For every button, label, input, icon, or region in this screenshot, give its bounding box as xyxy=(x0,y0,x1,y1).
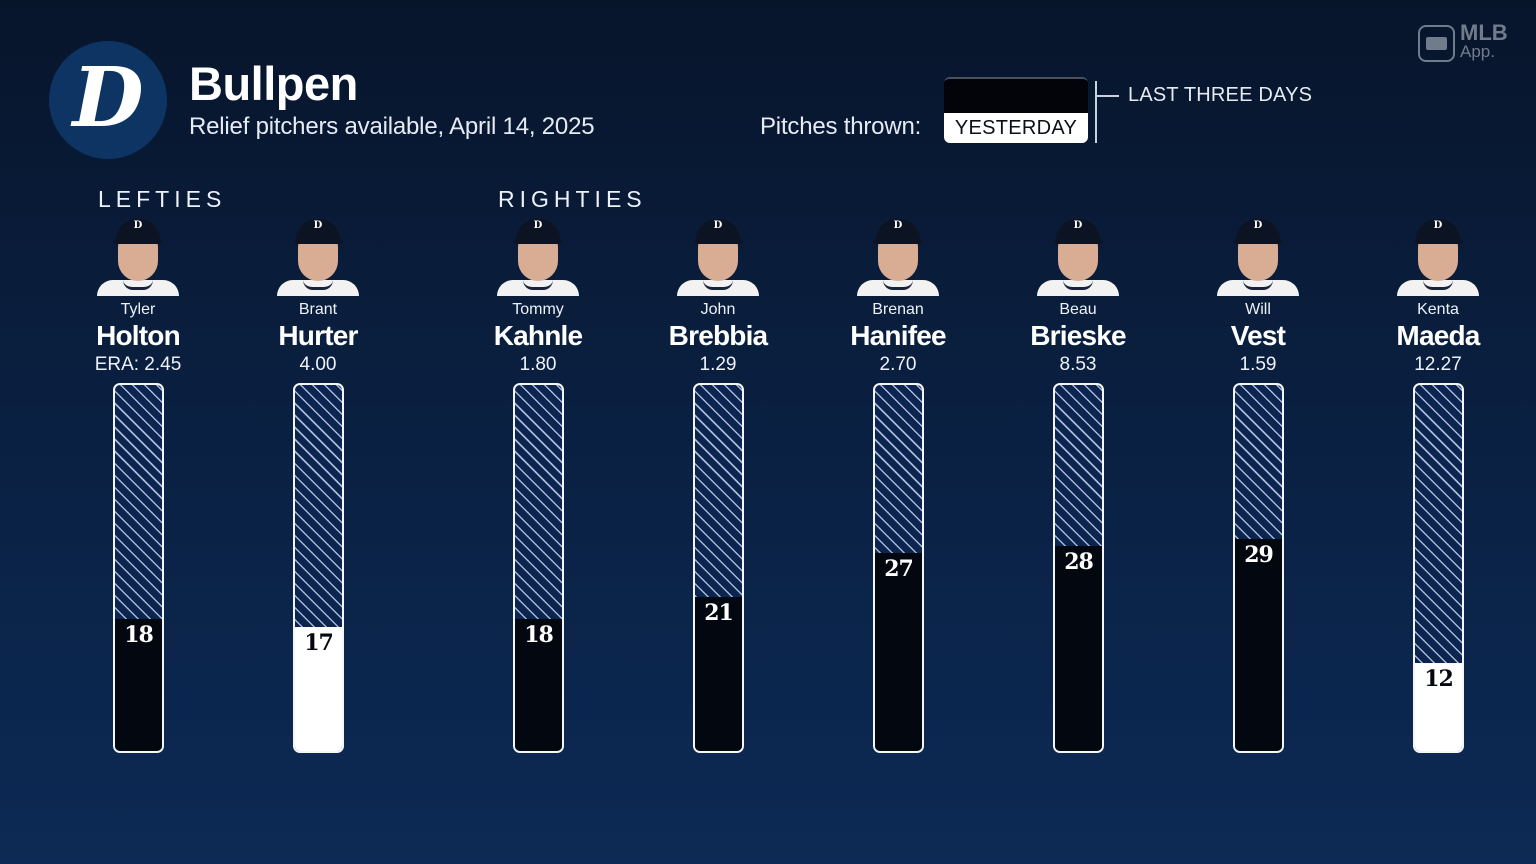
mlb-wordmark: MLB xyxy=(1460,20,1508,45)
mlb-app-logo: MLB App. xyxy=(1418,20,1518,65)
player-first-name: Brenan xyxy=(872,301,924,318)
pitch-count-bar: 12 xyxy=(1413,383,1464,753)
player-headshot: D xyxy=(857,215,939,296)
player-era: ERA: 2.45 xyxy=(94,354,182,375)
player-era: 2.70 xyxy=(879,354,917,375)
legend-last-three-days: LAST THREE DAYS xyxy=(1128,84,1313,106)
player-card: D Beau Brieske 8.53 xyxy=(998,215,1158,374)
pitch-count-value: 28 xyxy=(1064,549,1094,575)
pitch-count-fill: 12 xyxy=(1415,663,1462,751)
pitch-count-value: 27 xyxy=(884,556,914,582)
player-headshot: D xyxy=(1037,215,1119,296)
player-last-name: Maeda xyxy=(1396,320,1480,351)
player-era: 1.80 xyxy=(519,354,557,375)
player-era: 8.53 xyxy=(1059,354,1097,375)
pitch-count-value: 12 xyxy=(1424,666,1454,692)
pitch-count-bar: 29 xyxy=(1233,383,1284,753)
player-headshot: D xyxy=(277,215,359,296)
legend-label: Pitches thrown: xyxy=(760,113,922,140)
app-wordmark: App. xyxy=(1460,42,1495,61)
mlb-batter-icon xyxy=(1418,25,1455,62)
player-card: D John Brebbia 1.29 xyxy=(638,215,798,374)
player-era: 1.59 xyxy=(1239,354,1277,375)
player-last-name: Brebbia xyxy=(668,320,768,351)
player-era: 4.00 xyxy=(299,354,337,375)
legend-swatch: YESTERDAY xyxy=(944,77,1088,143)
player-first-name: Kenta xyxy=(1417,301,1459,318)
pitch-count-fill: 18 xyxy=(515,619,562,751)
pitch-count-value: 18 xyxy=(524,622,554,648)
player-last-name: Hanifee xyxy=(850,320,946,351)
pitch-count-fill: 21 xyxy=(695,597,742,751)
team-logo: D xyxy=(49,41,167,159)
player-headshot: D xyxy=(677,215,759,296)
pitch-count-bar: 17 xyxy=(293,383,344,753)
pitch-count-fill: 18 xyxy=(115,619,162,751)
player-last-name: Kahnle xyxy=(493,320,583,351)
legend-swatch-last-three-days xyxy=(944,79,1088,113)
pitch-count-value: 21 xyxy=(704,600,734,626)
player-first-name: Will xyxy=(1245,301,1271,318)
player-last-name: Brieske xyxy=(1030,320,1126,351)
player-era: 1.29 xyxy=(699,354,737,375)
legend-bracket xyxy=(1095,81,1097,143)
player-card: D Brenan Hanifee 2.70 xyxy=(818,215,978,374)
pitch-count-fill: 27 xyxy=(875,553,922,751)
player-first-name: John xyxy=(700,301,736,318)
page-subtitle: Relief pitchers available, April 14, 202… xyxy=(189,113,595,140)
player-card: D Tyler Holton ERA: 2.45 xyxy=(58,215,218,374)
pitch-count-bar: 18 xyxy=(113,383,164,753)
section-lefties: LEFTIES xyxy=(98,186,227,212)
pitch-count-fill: 28 xyxy=(1055,546,1102,751)
player-headshot: D xyxy=(497,215,579,296)
pitch-count-bar: 21 xyxy=(693,383,744,753)
player-headshot: D xyxy=(1397,215,1479,296)
player-card: D Brant Hurter 4.00 xyxy=(238,215,398,374)
player-era: 12.27 xyxy=(1414,354,1462,375)
legend-bracket-tick xyxy=(1097,95,1119,97)
pitch-count-value: 29 xyxy=(1244,542,1274,568)
player-first-name: Tommy xyxy=(512,301,564,318)
section-righties: RIGHTIES xyxy=(498,186,647,212)
pitch-count-value: 17 xyxy=(304,630,334,656)
player-first-name: Beau xyxy=(1059,301,1097,318)
player-first-name: Tyler xyxy=(120,301,156,318)
player-last-name: Hurter xyxy=(278,320,358,351)
page-title: Bullpen xyxy=(189,57,358,110)
player-last-name: Vest xyxy=(1230,320,1286,351)
pitch-count-bar: 18 xyxy=(513,383,564,753)
player-last-name: Holton xyxy=(96,320,181,351)
tigers-d-icon: D xyxy=(72,50,144,146)
legend-swatch-yesterday: YESTERDAY xyxy=(944,113,1088,143)
player-card: D Kenta Maeda 12.27 xyxy=(1358,215,1518,374)
player-card: D Will Vest 1.59 xyxy=(1178,215,1338,374)
player-headshot: D xyxy=(1217,215,1299,296)
player-card: D Tommy Kahnle 1.80 xyxy=(458,215,618,374)
pitch-count-fill: 17 xyxy=(295,627,342,751)
pitch-count-fill: 29 xyxy=(1235,539,1282,751)
pitch-count-value: 18 xyxy=(124,622,154,648)
player-first-name: Brant xyxy=(298,301,338,318)
pitch-count-bar: 27 xyxy=(873,383,924,753)
pitch-count-bar: 28 xyxy=(1053,383,1104,753)
player-headshot: D xyxy=(97,215,179,296)
